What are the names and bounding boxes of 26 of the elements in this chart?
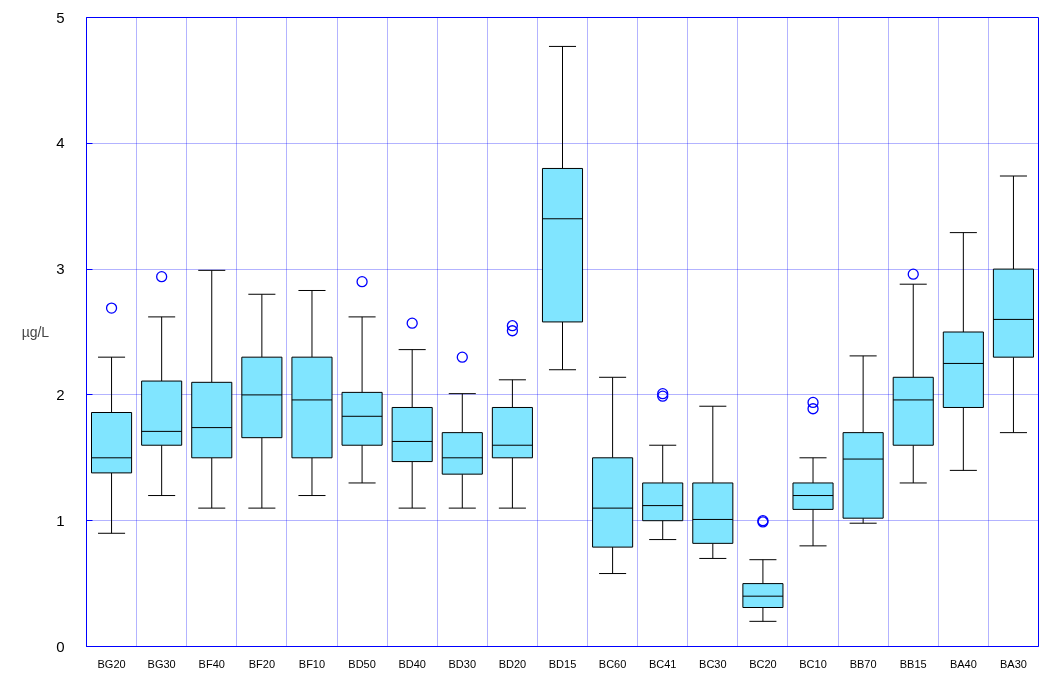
x-tick-label: BA30: [999, 657, 1027, 670]
x-tick-label: BF40: [198, 657, 225, 670]
x-tick-label: BD20: [498, 657, 527, 670]
x-tick-label: BG30: [147, 657, 176, 670]
x-tick-label: BG20: [97, 657, 126, 670]
y-tick-label: 2: [56, 385, 65, 403]
x-tick-label: BD40: [398, 657, 426, 670]
x-tick-label: BB70: [849, 657, 877, 670]
y-tick-label: 5: [56, 8, 65, 26]
x-tick-label: BA40: [949, 657, 977, 670]
x-tick-label: BC30: [699, 657, 727, 670]
y-tick-label: 0: [56, 637, 65, 655]
y-tick-label: 4: [56, 134, 65, 152]
y-tick-label: 3: [56, 260, 65, 278]
y-axis-title: µg/L: [21, 324, 50, 340]
x-tick-label: BD15: [548, 657, 577, 670]
x-tick-label: BC10: [799, 657, 827, 670]
x-tick-label: BF10: [298, 657, 326, 670]
x-tick-label: BC60: [598, 657, 627, 670]
x-tick-label: BC20: [749, 657, 777, 670]
x-tick-label: BC41: [648, 657, 677, 670]
x-tick-label: BB15: [899, 657, 927, 670]
x-tick-label: BD50: [348, 657, 376, 670]
x-tick-label: BF20: [248, 657, 276, 670]
x-tick-label: BD30: [448, 657, 477, 670]
y-tick-label: 1: [56, 511, 65, 529]
